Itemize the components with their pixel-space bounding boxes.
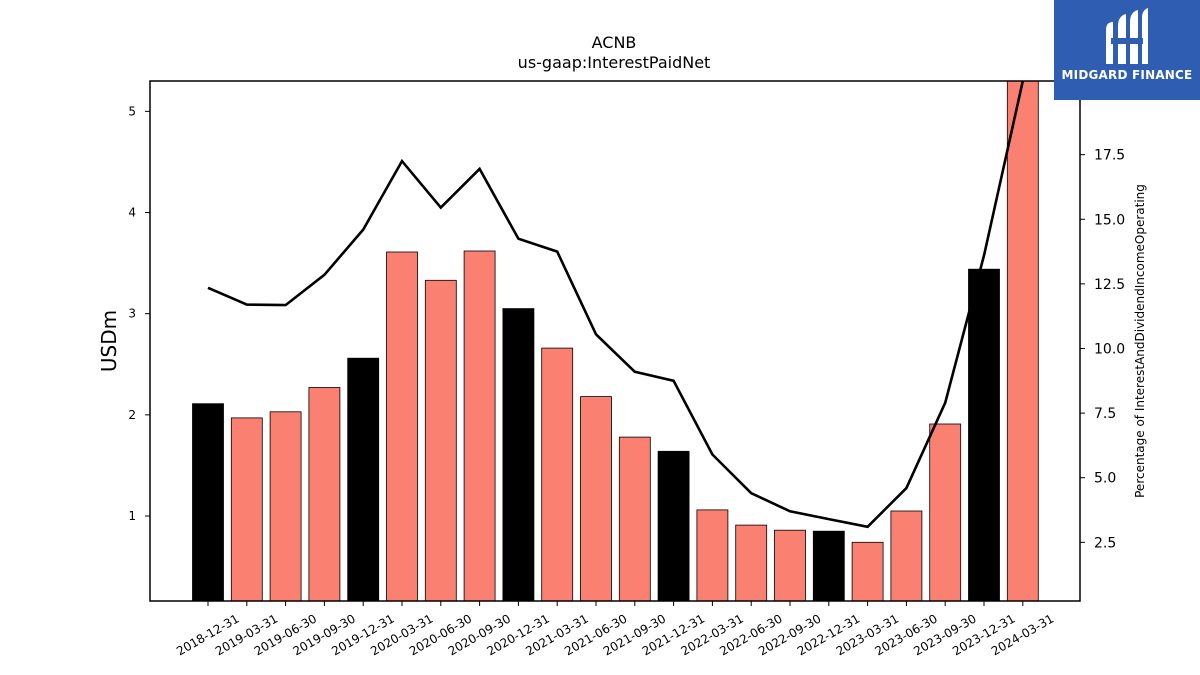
- y2-tick-label: 2.5: [1094, 535, 1116, 551]
- y-axis-left: 1 2 3 4 5: [128, 104, 150, 523]
- brand-name: MIDGARD FINANCE: [1061, 68, 1193, 82]
- bar-2023-03-31: [851, 541, 884, 602]
- y-tick-label: 2: [128, 408, 136, 422]
- bar-2019-09-30: [308, 387, 341, 602]
- bar-2022-09-30: [774, 529, 806, 602]
- y-tick-label: 5: [128, 104, 136, 118]
- bar-2023-12-31: [968, 268, 1000, 602]
- bar-2020-06-30: [424, 279, 457, 602]
- y-tick-label: 3: [128, 307, 136, 321]
- y-axis-right: 2.5 5.0 7.5 10.0 12.5 15.0 17.5: [1080, 148, 1125, 551]
- line-series: [207, 80, 1025, 529]
- y2-tick-label: 17.5: [1094, 148, 1125, 164]
- line-group: [207, 80, 1025, 529]
- y-tick-label: 4: [128, 206, 136, 220]
- bar-2020-09-30: [463, 250, 496, 602]
- bar-2020-03-31: [386, 251, 418, 602]
- y-axis-label-left: USDm: [97, 310, 121, 372]
- y-axis-label-right: Percentage of InterestAndDividendIncomeO…: [1133, 184, 1147, 498]
- bar-2019-03-31: [230, 417, 263, 602]
- y2-tick-label: 15.0: [1094, 212, 1125, 228]
- bar-2020-12-31: [502, 308, 535, 602]
- bar-2021-06-30: [580, 396, 612, 602]
- bar-2021-09-30: [618, 436, 651, 602]
- brand-logo-icon: [1106, 8, 1148, 64]
- chart-subtitle: us-gaap:InterestPaidNet: [518, 53, 711, 72]
- bar-2018-12-31: [192, 403, 224, 602]
- bar-2019-12-31: [347, 357, 380, 602]
- y2-tick-label: 5.0: [1094, 471, 1116, 487]
- bar-2023-06-30: [890, 510, 923, 602]
- plot-frame: [149, 80, 1081, 602]
- y2-tick-label: 10.0: [1094, 341, 1125, 357]
- bar-2023-09-30: [929, 423, 962, 602]
- y-tick-label: 1: [128, 509, 136, 523]
- bar-2021-03-31: [541, 347, 574, 602]
- y2-tick-label: 12.5: [1094, 277, 1125, 293]
- x-axis: 2018-12-312019-03-312019-06-302019-09-30…: [174, 601, 1056, 658]
- bar-2022-03-31: [696, 509, 729, 602]
- bar-2022-06-30: [735, 524, 768, 602]
- bar-2019-06-30: [269, 411, 302, 602]
- bar-2021-12-31: [657, 450, 690, 602]
- chart-title: ACNB: [592, 33, 637, 52]
- bar-2022-12-31: [812, 530, 845, 602]
- y2-tick-label: 7.5: [1094, 406, 1116, 422]
- bar-group: [192, 80, 1039, 602]
- brand-logo: MIDGARD FINANCE: [1054, 0, 1200, 100]
- bar-2024-03-31: [1006, 80, 1039, 602]
